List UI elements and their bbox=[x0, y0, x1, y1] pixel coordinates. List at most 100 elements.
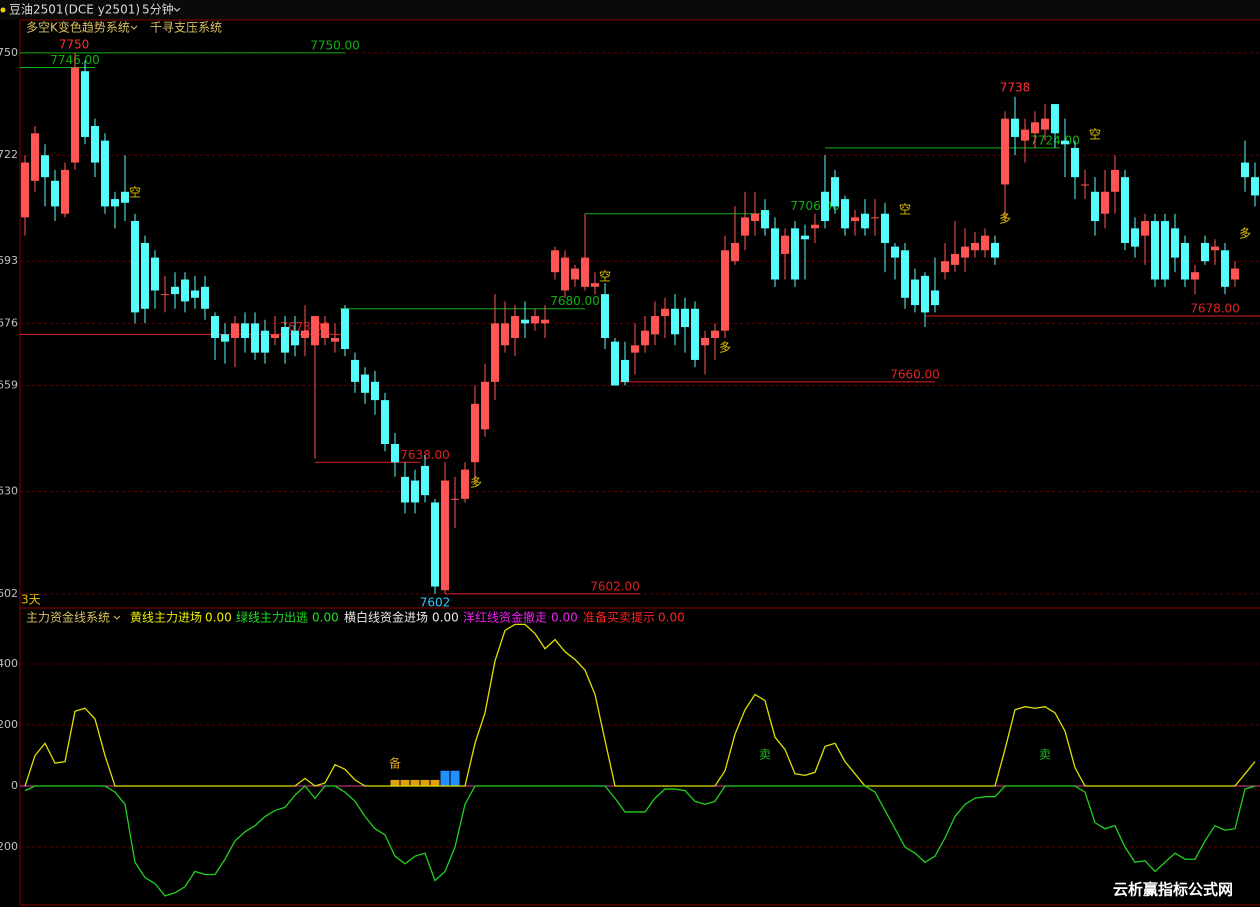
candle-body bbox=[41, 155, 49, 178]
candle-body bbox=[1011, 118, 1019, 137]
candle-body bbox=[661, 308, 669, 317]
candle-body bbox=[751, 213, 759, 222]
signal: 空 bbox=[1089, 128, 1101, 142]
candle-body bbox=[81, 71, 89, 137]
legend-label: 绿线主力出逃 bbox=[236, 610, 308, 625]
candle-body bbox=[1021, 129, 1029, 141]
level-label: 7678.00 bbox=[1190, 302, 1240, 316]
candle-body bbox=[831, 177, 839, 207]
candle-body bbox=[401, 476, 409, 503]
candle-body bbox=[1051, 104, 1059, 134]
indicator-name[interactable]: 主力资金线系统 bbox=[26, 610, 110, 625]
candle-body bbox=[471, 403, 479, 463]
candle-body bbox=[591, 283, 599, 287]
candle-body bbox=[1091, 191, 1099, 222]
candle-body bbox=[511, 316, 519, 338]
level-label: 7750.00 bbox=[310, 38, 360, 52]
y-tick-label: 7602 bbox=[0, 587, 18, 600]
candle-body bbox=[1101, 191, 1109, 214]
candle-body bbox=[201, 286, 209, 309]
candle-body bbox=[31, 133, 39, 181]
dropdown-icon[interactable] bbox=[130, 25, 138, 30]
candle-body bbox=[181, 279, 189, 302]
series-line bbox=[24, 785, 1256, 897]
candle-body bbox=[211, 316, 219, 338]
candle-body bbox=[161, 294, 169, 296]
candle-body bbox=[291, 330, 299, 346]
candle-body bbox=[481, 381, 489, 430]
y-tick-label: 7750 bbox=[0, 46, 18, 59]
candle-body bbox=[741, 217, 749, 236]
candle-body bbox=[1191, 272, 1199, 280]
candle-body bbox=[621, 359, 629, 382]
candle-body bbox=[771, 228, 779, 280]
candle-body bbox=[901, 250, 909, 298]
candle-body bbox=[1041, 118, 1049, 130]
candle-body bbox=[651, 316, 659, 335]
candle-body bbox=[981, 235, 989, 251]
status-dot bbox=[0, 7, 6, 13]
candle-body bbox=[491, 323, 499, 382]
candle-body bbox=[671, 308, 679, 335]
candle-body bbox=[1151, 221, 1159, 280]
candle-body bbox=[461, 469, 469, 499]
candle-body bbox=[121, 191, 129, 203]
candle-body bbox=[151, 257, 159, 291]
y-tick-label: 7630 bbox=[0, 485, 18, 498]
y-tick-label: -200 bbox=[0, 840, 18, 853]
period[interactable]: 5分钟 bbox=[142, 2, 174, 17]
candle-body bbox=[861, 213, 869, 229]
legend-value: 0.00 bbox=[658, 611, 685, 625]
legend-label: 黄线主力进场 bbox=[130, 611, 202, 625]
y-tick-label: 7722 bbox=[0, 148, 18, 161]
y-tick-label: 7659 bbox=[0, 379, 18, 392]
candle-body bbox=[341, 308, 349, 349]
candle-body bbox=[451, 498, 459, 500]
candle-body bbox=[1181, 242, 1189, 280]
candle-body bbox=[1171, 228, 1179, 258]
extreme-label: 7738 bbox=[1000, 81, 1031, 95]
candle-body bbox=[931, 290, 939, 306]
signal: 备 bbox=[389, 757, 401, 771]
candle-body bbox=[811, 224, 819, 229]
candle-body bbox=[61, 169, 69, 214]
candle-body bbox=[231, 323, 239, 338]
candle-body bbox=[801, 235, 809, 240]
candle-body bbox=[51, 180, 59, 207]
candle-body bbox=[1141, 221, 1149, 236]
signal-column bbox=[420, 779, 430, 787]
candle-body bbox=[681, 308, 689, 328]
candle-body bbox=[921, 275, 929, 313]
candle-body bbox=[871, 217, 879, 219]
candle-body bbox=[1031, 122, 1039, 134]
candle-body bbox=[841, 199, 849, 229]
signal-column bbox=[440, 770, 450, 787]
exchange: (DCE y2501) bbox=[64, 3, 140, 17]
signal: 多 bbox=[999, 212, 1011, 226]
dropdown-icon[interactable] bbox=[173, 7, 181, 12]
candle-body bbox=[261, 330, 269, 353]
signal-column bbox=[400, 779, 410, 787]
signal: 多 bbox=[470, 476, 482, 490]
candle-body bbox=[371, 381, 379, 401]
candle-body bbox=[1081, 184, 1089, 186]
dropdown-icon[interactable] bbox=[113, 615, 121, 620]
legend-value: 0.00 bbox=[205, 611, 232, 625]
indicator-name[interactable]: 千寻支压系统 bbox=[150, 21, 222, 35]
candle-body bbox=[1131, 228, 1139, 247]
y-tick-label: 400 bbox=[0, 657, 18, 670]
level-label: 7660.00 bbox=[890, 367, 940, 381]
candle-body bbox=[251, 323, 259, 353]
signal-column bbox=[430, 779, 440, 787]
candle-body bbox=[631, 345, 639, 353]
signal: 空 bbox=[599, 270, 611, 284]
candle-body bbox=[561, 257, 569, 291]
candle-body bbox=[711, 330, 719, 338]
candle-body bbox=[891, 246, 899, 258]
legend-value: 0.00 bbox=[312, 611, 339, 625]
candle-body bbox=[311, 316, 319, 346]
candle-body bbox=[961, 246, 969, 258]
candle-body bbox=[501, 323, 509, 346]
indicator-name[interactable]: 多空K变色趋势系统 bbox=[26, 20, 130, 35]
candle-body bbox=[881, 213, 889, 243]
